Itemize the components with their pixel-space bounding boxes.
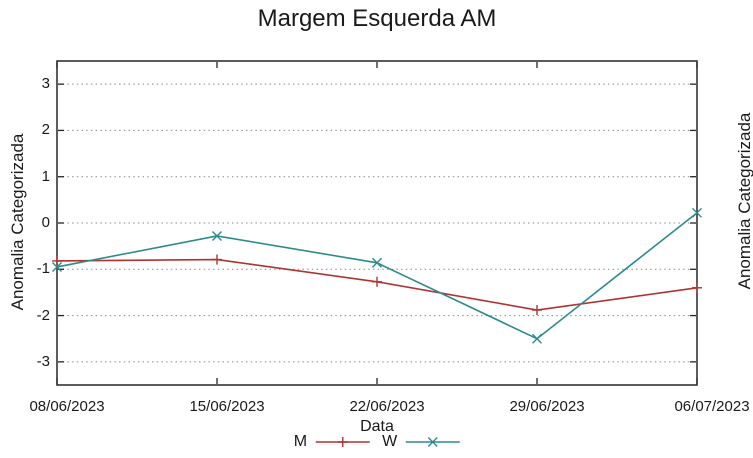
y-tick-label: 2 bbox=[41, 121, 50, 139]
series-marker-w bbox=[212, 230, 222, 241]
chart-title: Margem Esquerda AM bbox=[257, 5, 497, 32]
legend-sample-m bbox=[316, 437, 371, 447]
legend-sample-w bbox=[406, 437, 461, 447]
legend-entry-w: W bbox=[382, 433, 462, 451]
y-tick-label: -1 bbox=[36, 260, 50, 278]
series-marker-w bbox=[692, 207, 702, 218]
y-tick-label: 0 bbox=[41, 214, 50, 231]
y-tick-label: 1 bbox=[41, 167, 50, 185]
x-tick-label: 06/07/2023 bbox=[674, 398, 750, 415]
legend-entry-m: M bbox=[294, 433, 372, 451]
series-marker-w bbox=[532, 333, 542, 344]
y-tick-label: -2 bbox=[36, 306, 50, 324]
series-line-w bbox=[56, 212, 698, 340]
adjacent-chart-y-axis-label: Anomalia Categorizada bbox=[735, 112, 753, 290]
legend-label-m: M bbox=[293, 433, 308, 450]
x-tick-label: 22/06/2023 bbox=[349, 398, 425, 415]
y-tick-label: -3 bbox=[36, 352, 50, 370]
x-tick-label: 29/06/2023 bbox=[509, 398, 585, 415]
legend-label-w: W bbox=[382, 433, 398, 450]
series-marker-w bbox=[52, 261, 62, 272]
y-tick-label: 3 bbox=[41, 75, 50, 93]
x-axis-label: Data bbox=[360, 418, 394, 435]
plot-border bbox=[56, 60, 698, 386]
x-tick-label: 08/06/2023 bbox=[29, 398, 105, 415]
series-marker-w bbox=[372, 257, 382, 268]
x-tick-label: 15/06/2023 bbox=[189, 398, 265, 415]
